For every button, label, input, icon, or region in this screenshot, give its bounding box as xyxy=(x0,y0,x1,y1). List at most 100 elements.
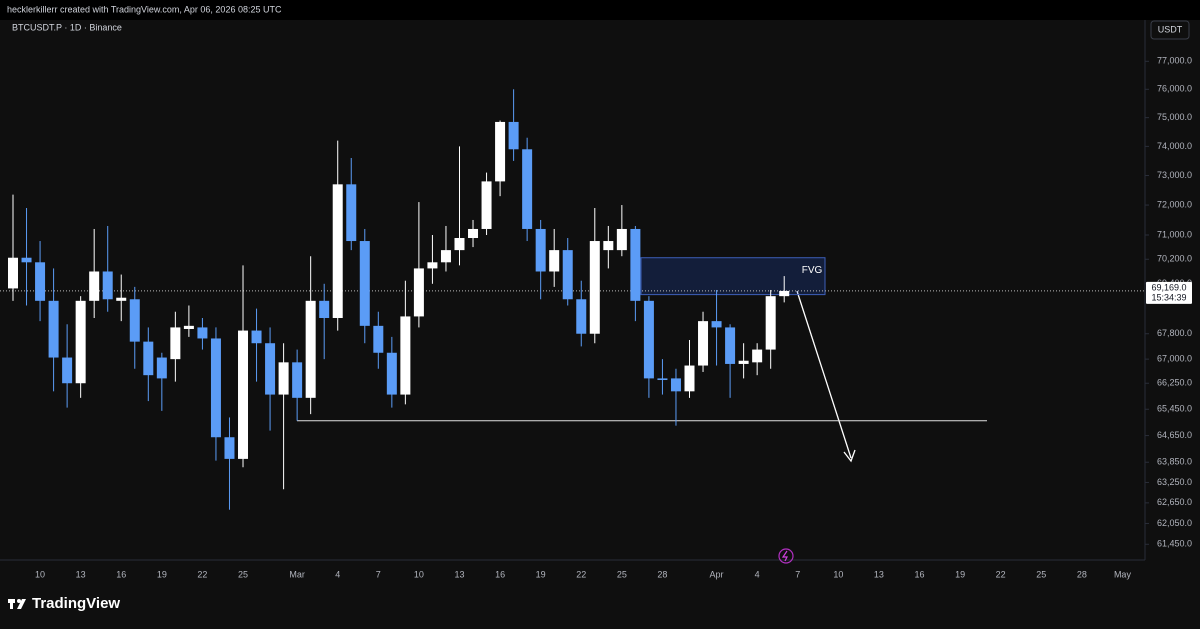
y-tick-label: 65,450.0 xyxy=(1157,404,1192,414)
fvg-zone xyxy=(640,257,826,296)
candle-body xyxy=(89,271,100,301)
x-tick-label: Mar xyxy=(289,569,305,579)
candle-body xyxy=(427,262,438,269)
candle-body xyxy=(630,228,641,301)
candle-body xyxy=(278,362,289,395)
candle-body xyxy=(386,352,397,395)
y-tick-label: 62,650.0 xyxy=(1157,497,1192,507)
footer-logo: TradingView xyxy=(32,595,120,612)
y-tick-label: 67,000.0 xyxy=(1157,354,1192,364)
arrow-head xyxy=(843,449,856,463)
x-tick-label: 28 xyxy=(657,569,667,579)
y-tick-label: 64,650.0 xyxy=(1157,430,1192,440)
candle-body xyxy=(265,343,276,395)
candle-body xyxy=(359,241,370,326)
x-tick-label: 22 xyxy=(996,569,1006,579)
candle-body xyxy=(576,299,587,334)
event-icon[interactable] xyxy=(778,548,794,564)
x-tick-label: 19 xyxy=(157,569,167,579)
candle-body xyxy=(143,341,154,376)
symbol: BTCUSDT.P · 1D · Binance xyxy=(12,22,122,32)
top-bar xyxy=(0,0,1200,20)
y-tick-label: 77,000.0 xyxy=(1157,56,1192,66)
last-price-box xyxy=(1146,281,1192,304)
currency-button[interactable] xyxy=(1150,20,1190,40)
fvg-label: FVG xyxy=(802,265,823,276)
x-tick-label: 16 xyxy=(495,569,505,579)
logo-mark xyxy=(17,599,21,603)
candle-body xyxy=(116,297,127,301)
candle-body xyxy=(346,184,357,242)
y-tick-label: 67,800.0 xyxy=(1157,328,1192,338)
logo-mark xyxy=(17,599,26,609)
candle-body xyxy=(21,257,32,263)
x-tick-label: 13 xyxy=(454,569,464,579)
candle-body xyxy=(711,321,722,328)
y-tick-label: 75,000.0 xyxy=(1157,112,1192,122)
currency[interactable]: USDT xyxy=(1158,24,1183,34)
candle-body xyxy=(129,299,140,342)
candle-body xyxy=(779,290,790,297)
candle-body xyxy=(8,257,18,289)
x-tick-label: 4 xyxy=(335,569,340,579)
y-tick-label: 71,000.0 xyxy=(1157,229,1192,239)
y-tick-label: 63,250.0 xyxy=(1157,477,1192,487)
candle-body xyxy=(603,241,614,251)
candle-body xyxy=(616,228,627,251)
candle-body xyxy=(738,360,749,364)
candle-body xyxy=(725,327,736,364)
candle-body xyxy=(752,349,763,363)
x-tick-label: 4 xyxy=(755,569,760,579)
y-tick-label: 76,000.0 xyxy=(1157,84,1192,94)
candle-body xyxy=(292,362,303,398)
candle-body xyxy=(156,357,167,379)
x-tick-label: 25 xyxy=(617,569,627,579)
y-tick-label: 72,000.0 xyxy=(1157,199,1192,209)
candle-body xyxy=(522,149,533,229)
x-tick-label: 13 xyxy=(874,569,884,579)
candle-body xyxy=(48,300,59,358)
candle-body xyxy=(698,321,709,366)
candle-body xyxy=(319,300,330,318)
x-tick-label: 10 xyxy=(35,569,45,579)
header: hecklerkillerr created with TradingView.… xyxy=(7,4,282,14)
logo-mark xyxy=(10,599,13,609)
candle-body xyxy=(332,184,343,318)
x-tick-label: 19 xyxy=(955,569,965,579)
x-tick-label: 7 xyxy=(376,569,381,579)
countdown: 15:34:39 xyxy=(1151,292,1186,302)
candle-body xyxy=(657,378,668,381)
candle-body xyxy=(481,181,492,229)
candle-body xyxy=(765,296,776,350)
candle-body xyxy=(535,228,546,272)
candle-body xyxy=(549,250,560,272)
x-tick-label: 16 xyxy=(116,569,126,579)
candle-body xyxy=(170,327,181,360)
y-tick-label: 73,000.0 xyxy=(1157,170,1192,180)
candle-body xyxy=(468,228,479,239)
last-price-label: 69,169.0 xyxy=(1151,282,1186,292)
candle-body xyxy=(373,325,384,353)
x-tick-label: 10 xyxy=(833,569,843,579)
candle-body xyxy=(454,238,465,251)
candle-body xyxy=(183,325,194,329)
x-tick-label: 25 xyxy=(1036,569,1046,579)
candle-body xyxy=(508,121,519,150)
candle-body xyxy=(400,316,411,395)
candle-body xyxy=(224,437,235,459)
x-tick-label: 22 xyxy=(197,569,207,579)
y-tick-label: 66,250.0 xyxy=(1157,378,1192,388)
candle-body xyxy=(102,271,113,300)
x-tick-label: 25 xyxy=(238,569,248,579)
y-tick-label: 61,450.0 xyxy=(1157,539,1192,549)
arrow xyxy=(796,290,852,459)
candle-body xyxy=(684,365,695,392)
candle-body xyxy=(62,357,73,384)
candle-body xyxy=(670,378,681,392)
x-tick-label: 7 xyxy=(795,569,800,579)
y-tick-label: 70,200.0 xyxy=(1157,254,1192,264)
y-tick-label: 62,050.0 xyxy=(1157,518,1192,528)
